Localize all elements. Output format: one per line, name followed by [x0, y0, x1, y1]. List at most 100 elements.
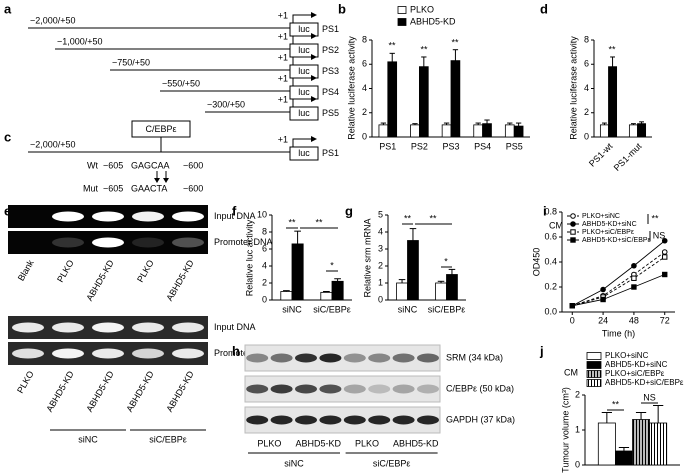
error-bar	[507, 122, 513, 125]
construct-name: PS1	[322, 148, 339, 158]
arrow-head	[311, 136, 317, 142]
annotation: **	[388, 40, 396, 50]
band	[12, 348, 44, 359]
group-label: siNC	[284, 458, 304, 468]
bar	[637, 123, 647, 138]
tss-arrow	[292, 56, 311, 65]
series-line	[572, 240, 666, 307]
construct-range: −2,000/+50	[30, 15, 76, 25]
band	[172, 211, 204, 222]
arrow-head	[311, 75, 317, 81]
x-tick-label: PS1-wt	[587, 141, 615, 169]
y-tick-label: 2	[378, 260, 383, 270]
band	[270, 415, 293, 425]
panel-letter: j	[539, 343, 544, 358]
y-tick-label: 8	[584, 34, 589, 44]
band	[52, 211, 84, 222]
marker	[600, 296, 606, 303]
marker	[661, 237, 668, 244]
construct-range: −1,000/+50	[57, 36, 103, 46]
band	[295, 353, 317, 363]
legend-swatch	[397, 18, 407, 26]
bar	[331, 280, 344, 301]
bar	[378, 124, 389, 138]
lane-label: ABHD5-KD	[164, 369, 196, 414]
error-bar	[610, 56, 615, 67]
blot-row-label: SRM (34 kDa)	[446, 352, 503, 362]
arrow-head	[311, 12, 317, 18]
y-tick-label: 4	[362, 83, 367, 93]
bar	[387, 61, 398, 138]
legend-marker	[570, 229, 576, 235]
error-bar	[323, 291, 330, 293]
marker	[631, 262, 637, 269]
y-axis-label: Tumour volume (cm³)	[560, 387, 570, 473]
group-label: siC/EBPε	[373, 458, 411, 468]
error-bar	[653, 405, 664, 423]
lane-label: PLKO	[55, 258, 76, 284]
y-tick-label: 0	[378, 294, 383, 304]
band	[92, 322, 124, 333]
error-bar	[448, 268, 456, 275]
error-bar	[334, 278, 341, 282]
annotation: *	[330, 260, 334, 270]
bar	[628, 124, 638, 138]
y-tick-label: 0.8	[544, 206, 557, 216]
lane-label: PLKO	[355, 438, 379, 448]
error-bar	[618, 447, 630, 451]
error-bar	[515, 122, 522, 127]
tss-arrow	[292, 77, 311, 86]
legend-marker	[570, 213, 576, 219]
site-sequence: GAGCAA	[131, 160, 170, 170]
band	[295, 384, 317, 394]
band	[52, 322, 84, 333]
y-axis-label: OD450	[531, 248, 541, 277]
band	[392, 384, 415, 394]
y-tick-label: 1	[378, 277, 383, 287]
bar	[407, 240, 419, 301]
reporter-label: luc	[298, 24, 310, 34]
lane-label: ABHD5-KD	[84, 258, 116, 303]
band	[52, 348, 84, 359]
construct-name: PS3	[322, 66, 339, 76]
start-site: +1	[278, 31, 288, 41]
error-bar	[443, 122, 450, 125]
panel-letter: e	[4, 203, 11, 218]
y-axis-label: Relative luciferase activity	[346, 36, 356, 140]
annotation: **	[612, 399, 620, 409]
legend-label: PLKO+siNC	[582, 213, 620, 220]
arrow-head	[163, 178, 169, 183]
bar	[280, 291, 293, 301]
marker	[662, 271, 668, 278]
x-tick-label: siNC	[398, 304, 418, 314]
group-label: siNC	[78, 434, 98, 444]
band	[92, 211, 124, 222]
annotation: **	[404, 213, 412, 223]
tss-arrow	[292, 14, 311, 23]
annotation: **	[451, 37, 459, 47]
annotation: **	[429, 213, 437, 223]
error-bar	[421, 56, 427, 67]
error-bar	[294, 230, 301, 244]
error-bar	[398, 279, 406, 283]
reporter-box	[289, 106, 319, 121]
legend-marker	[570, 237, 576, 243]
marker	[662, 254, 668, 260]
lane-label: PLKO	[257, 438, 281, 448]
y-tick-label: 5	[378, 209, 383, 219]
panel-letter: g	[345, 203, 353, 218]
y-axis-label: Relative luciferase activity	[568, 36, 578, 140]
site-to: −600	[183, 183, 203, 193]
construct-range: −300/+50	[207, 99, 245, 109]
lane-label: ABHD5-KD	[295, 438, 341, 448]
series-line	[572, 274, 665, 307]
site-label: Wt	[87, 160, 98, 170]
bar	[320, 291, 333, 301]
y-tick-label: 4	[584, 83, 589, 93]
panel-letter: a	[4, 1, 12, 16]
blot-row-label: Promoter DNA	[214, 237, 273, 247]
annotation: **	[651, 213, 659, 223]
x-tick-label: 48	[629, 315, 639, 325]
marker	[569, 303, 575, 309]
legend-marker	[570, 221, 576, 227]
